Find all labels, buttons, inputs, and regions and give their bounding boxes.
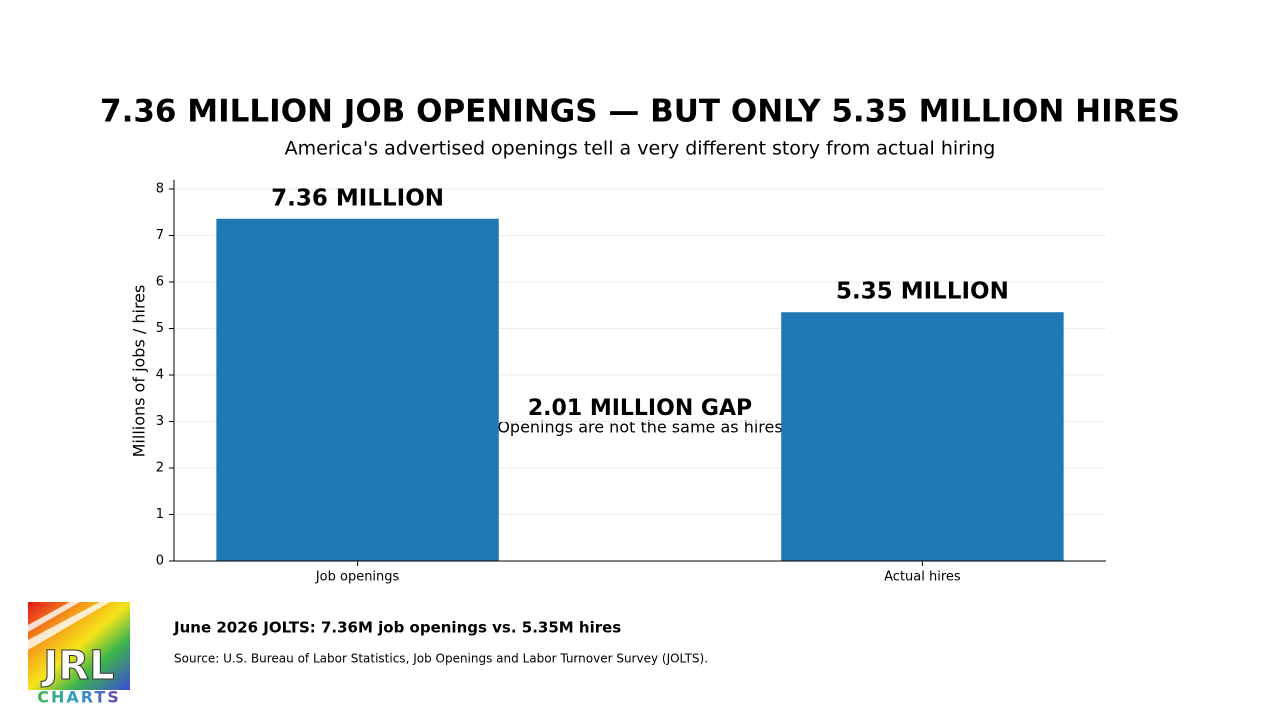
x-tick-label: Job openings: [315, 570, 400, 585]
y-tick-label: 6: [156, 275, 164, 290]
y-tick-label: 2: [156, 461, 164, 476]
footer-source: Source: U.S. Bureau of Labor Statistics,…: [174, 652, 708, 666]
y-tick-label: 7: [156, 228, 164, 243]
logo-rays: [28, 602, 110, 650]
chart-subtitle: America's advertised openings tell a ver…: [285, 138, 996, 160]
y-axis-label: Millions of jobs / hires: [130, 285, 149, 458]
value-label: 5.35 MILLION: [836, 279, 1009, 305]
y-tick-label: 1: [156, 507, 164, 522]
annotation-text: Openings are not the same as hires: [497, 418, 782, 437]
footer-headline: June 2026 JOLTS: 7.36M job openings vs. …: [173, 619, 621, 637]
value-label: 7.36 MILLION: [271, 185, 444, 211]
bar: [781, 312, 1064, 561]
annotation-title: 2.01 MILLION GAP: [528, 396, 752, 421]
chart-title: 7.36 MILLION JOB OPENINGS — BUT ONLY 5.3…: [100, 94, 1180, 130]
y-tick-label: 8: [156, 182, 164, 197]
logo-sub: CHARTS: [37, 688, 121, 707]
logo: JRL CHARTS: [28, 602, 130, 707]
y-tick-label: 5: [156, 321, 164, 336]
y-tick-label: 0: [156, 554, 164, 569]
bar: [216, 218, 499, 561]
y-tick-label: 4: [156, 368, 164, 383]
x-tick-label: Actual hires: [884, 570, 961, 585]
logo-main: JRL: [40, 643, 114, 689]
y-tick-label: 3: [156, 414, 164, 429]
